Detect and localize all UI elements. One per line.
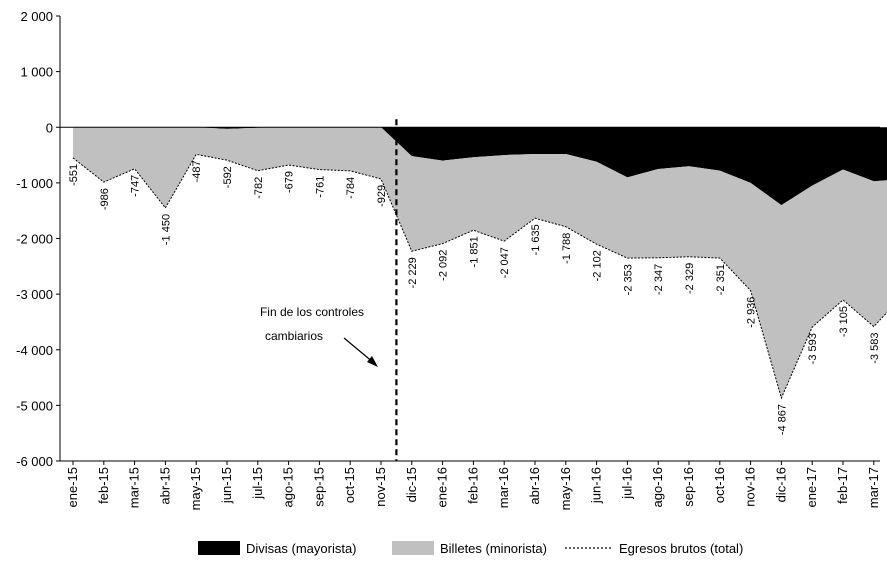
x-tick-label: mar-16 bbox=[496, 467, 511, 508]
data-label: -592 bbox=[222, 166, 234, 188]
legend-swatch-billetes bbox=[392, 541, 434, 555]
x-tick-label: mar-17 bbox=[866, 467, 881, 508]
data-label: -1 851 bbox=[468, 236, 480, 267]
data-label: -4 867 bbox=[776, 404, 788, 435]
y-tick-label: 2 000 bbox=[20, 9, 53, 24]
data-label: -2 351 bbox=[715, 264, 727, 295]
data-label: -986 bbox=[99, 188, 111, 210]
x-tick-label: feb-15 bbox=[96, 467, 111, 504]
x-tick-label: feb-16 bbox=[465, 467, 480, 504]
y-tick-label: -2 000 bbox=[16, 232, 53, 247]
legend-swatch-divisas bbox=[198, 541, 240, 555]
x-tick-label: oct-15 bbox=[342, 467, 357, 503]
data-label: -784 bbox=[345, 177, 357, 199]
x-tick-label: mar-15 bbox=[127, 467, 142, 508]
data-label: -2 936 bbox=[746, 297, 758, 328]
legend-label-egresos: Egresos brutos (total) bbox=[619, 541, 743, 556]
x-tick-label: ago-16 bbox=[650, 467, 665, 507]
line-egresos-total bbox=[72, 153, 887, 400]
x-tick-label: may-15 bbox=[188, 467, 203, 510]
x-tick-label: oct-16 bbox=[712, 467, 727, 503]
data-label: -1 450 bbox=[160, 214, 172, 245]
x-tick-label: jul-16 bbox=[619, 467, 634, 500]
data-label: -2 047 bbox=[499, 247, 511, 278]
data-label: -1 635 bbox=[530, 224, 542, 255]
annotation-layer: Fin de los controles cambiarios bbox=[260, 305, 378, 367]
x-tick-label: ene-15 bbox=[65, 467, 80, 507]
y-tick-label: -1 000 bbox=[16, 176, 53, 191]
y-tick-label: 0 bbox=[46, 120, 53, 135]
x-tick-label: sep-15 bbox=[311, 467, 326, 507]
data-label: -929 bbox=[376, 185, 388, 207]
x-tick-label: dic-16 bbox=[773, 467, 788, 502]
data-label: -761 bbox=[314, 176, 326, 198]
area-billetes bbox=[73, 127, 887, 398]
area-layer bbox=[72, 127, 887, 400]
y-tick-label: 1 000 bbox=[20, 65, 53, 80]
data-label: -2 353 bbox=[622, 264, 634, 295]
y-tick-label: -3 000 bbox=[16, 287, 53, 302]
data-label: -2 092 bbox=[438, 250, 450, 281]
data-label: -2 347 bbox=[653, 264, 665, 295]
data-label: -747 bbox=[130, 175, 142, 197]
annotation-arrow bbox=[343, 337, 375, 364]
y-tick-label: -4 000 bbox=[16, 343, 53, 358]
data-label: -3 583 bbox=[869, 333, 881, 364]
legend: Divisas (mayorista) Billetes (minorista)… bbox=[198, 541, 743, 556]
area-divisas bbox=[73, 127, 887, 206]
x-tick-label: ago-15 bbox=[281, 467, 296, 507]
x-tick-label: jun-15 bbox=[219, 467, 234, 504]
data-label: -3 105 bbox=[838, 306, 850, 337]
x-tick-label: nov-15 bbox=[373, 467, 388, 507]
data-label: -2 329 bbox=[684, 263, 696, 294]
legend-label-billetes: Billetes (minorista) bbox=[440, 541, 547, 556]
x-tick-label: jun-16 bbox=[589, 467, 604, 504]
x-tick-label: may-16 bbox=[558, 467, 573, 510]
legend-label-divisas: Divisas (mayorista) bbox=[246, 541, 357, 556]
x-tick-label: ene-17 bbox=[804, 467, 819, 507]
data-label: -2 229 bbox=[407, 257, 419, 288]
data-label: -3 593 bbox=[807, 333, 819, 364]
annotation-line-2: cambiarios bbox=[265, 329, 323, 343]
x-tick-label: jul-15 bbox=[250, 467, 265, 500]
data-label: -551 bbox=[68, 164, 80, 186]
x-tick-label: sep-16 bbox=[681, 467, 696, 507]
x-tick-label: abr-15 bbox=[157, 467, 172, 505]
x-tick-label: nov-16 bbox=[743, 467, 758, 507]
label-layer: -551 -986 -747 -1 450 -487 -592 -782 -679 -761 -7… bbox=[68, 160, 881, 435]
x-tick-label: abr-16 bbox=[527, 467, 542, 505]
data-label: -679 bbox=[284, 171, 296, 193]
annotation-line-1: Fin de los controles bbox=[260, 305, 364, 319]
x-tick-label: dic-15 bbox=[404, 467, 419, 502]
y-tick-label: -6 000 bbox=[16, 454, 53, 469]
annotation-arrowhead bbox=[367, 356, 378, 367]
x-tick-label: feb-17 bbox=[835, 467, 850, 504]
data-label: -1 788 bbox=[561, 233, 573, 264]
axis-layer: 2 000 1 000 0 -1 000 -2 000 -3 000 -4 000 -5 00… bbox=[16, 9, 881, 510]
y-tick-label: -5 000 bbox=[16, 398, 53, 413]
data-label: -2 102 bbox=[592, 250, 604, 281]
x-tick-label: ene-16 bbox=[435, 467, 450, 507]
data-label: -782 bbox=[253, 177, 265, 199]
data-label: -487 bbox=[191, 160, 203, 182]
